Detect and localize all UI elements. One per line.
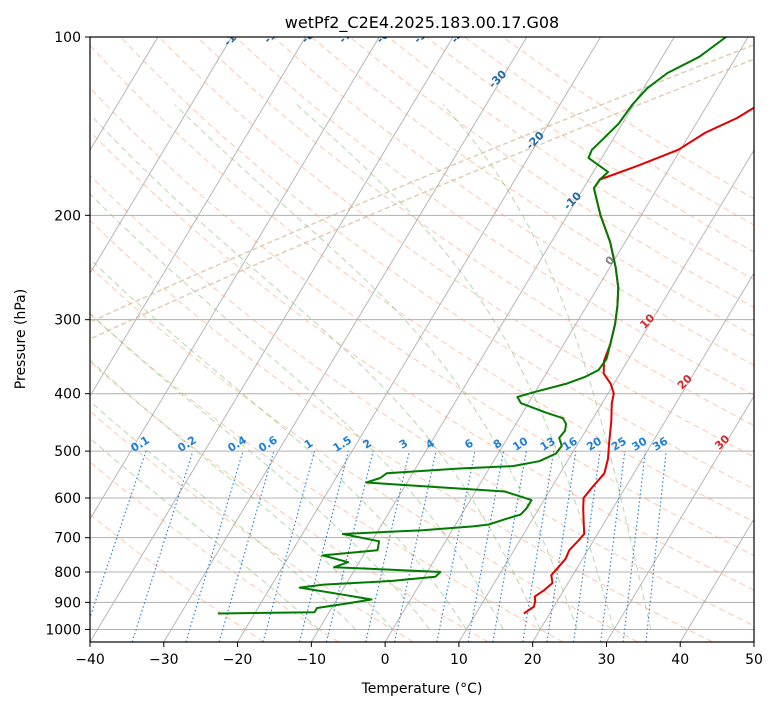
dry-adiabat bbox=[311, 37, 754, 337]
series-layer bbox=[217, 37, 754, 615]
dry-adiabat bbox=[90, 265, 639, 642]
isotherm-line bbox=[310, 37, 675, 642]
mixing-ratio-line bbox=[436, 450, 476, 642]
y-tick-label: 900 bbox=[54, 595, 81, 611]
y-tick-label: 400 bbox=[54, 387, 81, 403]
moist-adiabat bbox=[90, 437, 320, 630]
x-axis-label: Temperature (°C) bbox=[361, 681, 483, 697]
y-tick-label: 700 bbox=[54, 531, 81, 547]
temperature-profile-line bbox=[523, 106, 754, 615]
moist-adiabat bbox=[90, 113, 541, 630]
moist-adiabat bbox=[442, 104, 652, 630]
dry-adiabat bbox=[349, 37, 754, 308]
dry-adiabat bbox=[90, 361, 489, 642]
dry-adiabat bbox=[158, 37, 754, 458]
x-tick-label: −10 bbox=[297, 652, 327, 668]
dry-adiabat bbox=[273, 37, 754, 366]
isotherm-label: -50 bbox=[411, 23, 434, 46]
mixing-ratio-line bbox=[365, 450, 410, 642]
y-tick-label: 800 bbox=[54, 565, 81, 581]
isotherm-label: -100 bbox=[221, 20, 250, 49]
mixing-ratio-line bbox=[185, 450, 244, 642]
mixing-ratio-line bbox=[90, 450, 147, 620]
moist-adiabat bbox=[90, 193, 504, 630]
mixing-ratio-line bbox=[600, 451, 626, 642]
isotherm-line bbox=[237, 37, 601, 642]
x-tick-label: 30 bbox=[598, 652, 616, 668]
mixing-ratio-line bbox=[262, 450, 316, 642]
mixing-ratio-line bbox=[467, 451, 505, 642]
x-tick-label: −20 bbox=[223, 652, 253, 668]
x-tick-label: 0 bbox=[381, 652, 390, 668]
isotherm-line bbox=[90, 37, 159, 152]
isotherm-label: -90 bbox=[261, 23, 284, 46]
isotherm-line bbox=[606, 395, 754, 642]
mixing-ratio-line bbox=[546, 451, 577, 642]
isotherm-label: 40 bbox=[750, 493, 770, 513]
dry-adiabat bbox=[90, 513, 265, 642]
x-tick-label: −30 bbox=[149, 652, 179, 668]
x-tick-label: 20 bbox=[524, 652, 542, 668]
mixing-ratio-line bbox=[622, 451, 646, 642]
isotherm-line bbox=[384, 37, 749, 642]
isotherm-line bbox=[90, 37, 380, 520]
x-tick-label: 50 bbox=[745, 652, 763, 668]
dry-adiabat bbox=[120, 37, 754, 490]
dewpoint-profile-line bbox=[217, 37, 727, 615]
dry-adiabat bbox=[90, 312, 564, 642]
moist-adiabat bbox=[174, 104, 578, 630]
tick-layer: −40 −30 −20 −10 0 10 20 30 40 50 100 200 300 400 500 60… bbox=[45, 30, 763, 668]
chart-title: wetPf2_C2E4.2025.183.00.17.G08 bbox=[285, 13, 559, 33]
moist-adiabat bbox=[90, 312, 430, 630]
x-tick-label: 10 bbox=[450, 652, 468, 668]
y-tick-label: 1000 bbox=[45, 622, 81, 638]
moist-adiabat bbox=[90, 400, 357, 630]
brown-guide-curve bbox=[90, 58, 754, 340]
x-tick-label: 40 bbox=[671, 652, 689, 668]
isotherm-line bbox=[163, 37, 528, 642]
mixing-ratio-line bbox=[492, 451, 527, 642]
isotherm-line bbox=[90, 37, 454, 642]
y-axis-label: Pressure (hPa) bbox=[13, 289, 29, 389]
mixing-ratio-line bbox=[325, 450, 374, 642]
isotherm-label: -60 bbox=[374, 23, 397, 46]
isotherm-line bbox=[90, 37, 233, 274]
dry-adiabat bbox=[90, 219, 713, 642]
moist-adiabat bbox=[90, 359, 393, 630]
plot-frame bbox=[89, 36, 755, 643]
isotherm-line bbox=[90, 37, 306, 397]
y-tick-label: 500 bbox=[54, 444, 81, 460]
y-tick-label: 200 bbox=[54, 208, 81, 224]
isotherm-line bbox=[458, 149, 754, 642]
y-tick-label: 300 bbox=[54, 313, 81, 329]
mixing-ratio-line bbox=[131, 450, 194, 642]
mixing-ratio-line bbox=[394, 450, 437, 642]
brown-guide-curve bbox=[90, 44, 754, 323]
mixing-ratio-line bbox=[218, 450, 275, 642]
dry-adiabat bbox=[90, 44, 754, 523]
mixing-ratio-line bbox=[299, 450, 349, 642]
y-tick-label: 600 bbox=[54, 491, 81, 507]
x-tick-label: −40 bbox=[75, 652, 105, 668]
y-tick-label: 100 bbox=[54, 30, 81, 46]
moist-adiabat bbox=[90, 258, 467, 630]
isotherm-label: -70 bbox=[336, 23, 359, 46]
dry-adiabat bbox=[90, 174, 754, 627]
dry-adiabat bbox=[196, 37, 754, 427]
isotherm-line bbox=[532, 272, 754, 642]
isotherm-label: -40 bbox=[449, 23, 472, 46]
isotherm-label: -80 bbox=[299, 23, 322, 46]
moist-adiabat bbox=[296, 104, 615, 630]
isotherm-line bbox=[679, 518, 754, 642]
